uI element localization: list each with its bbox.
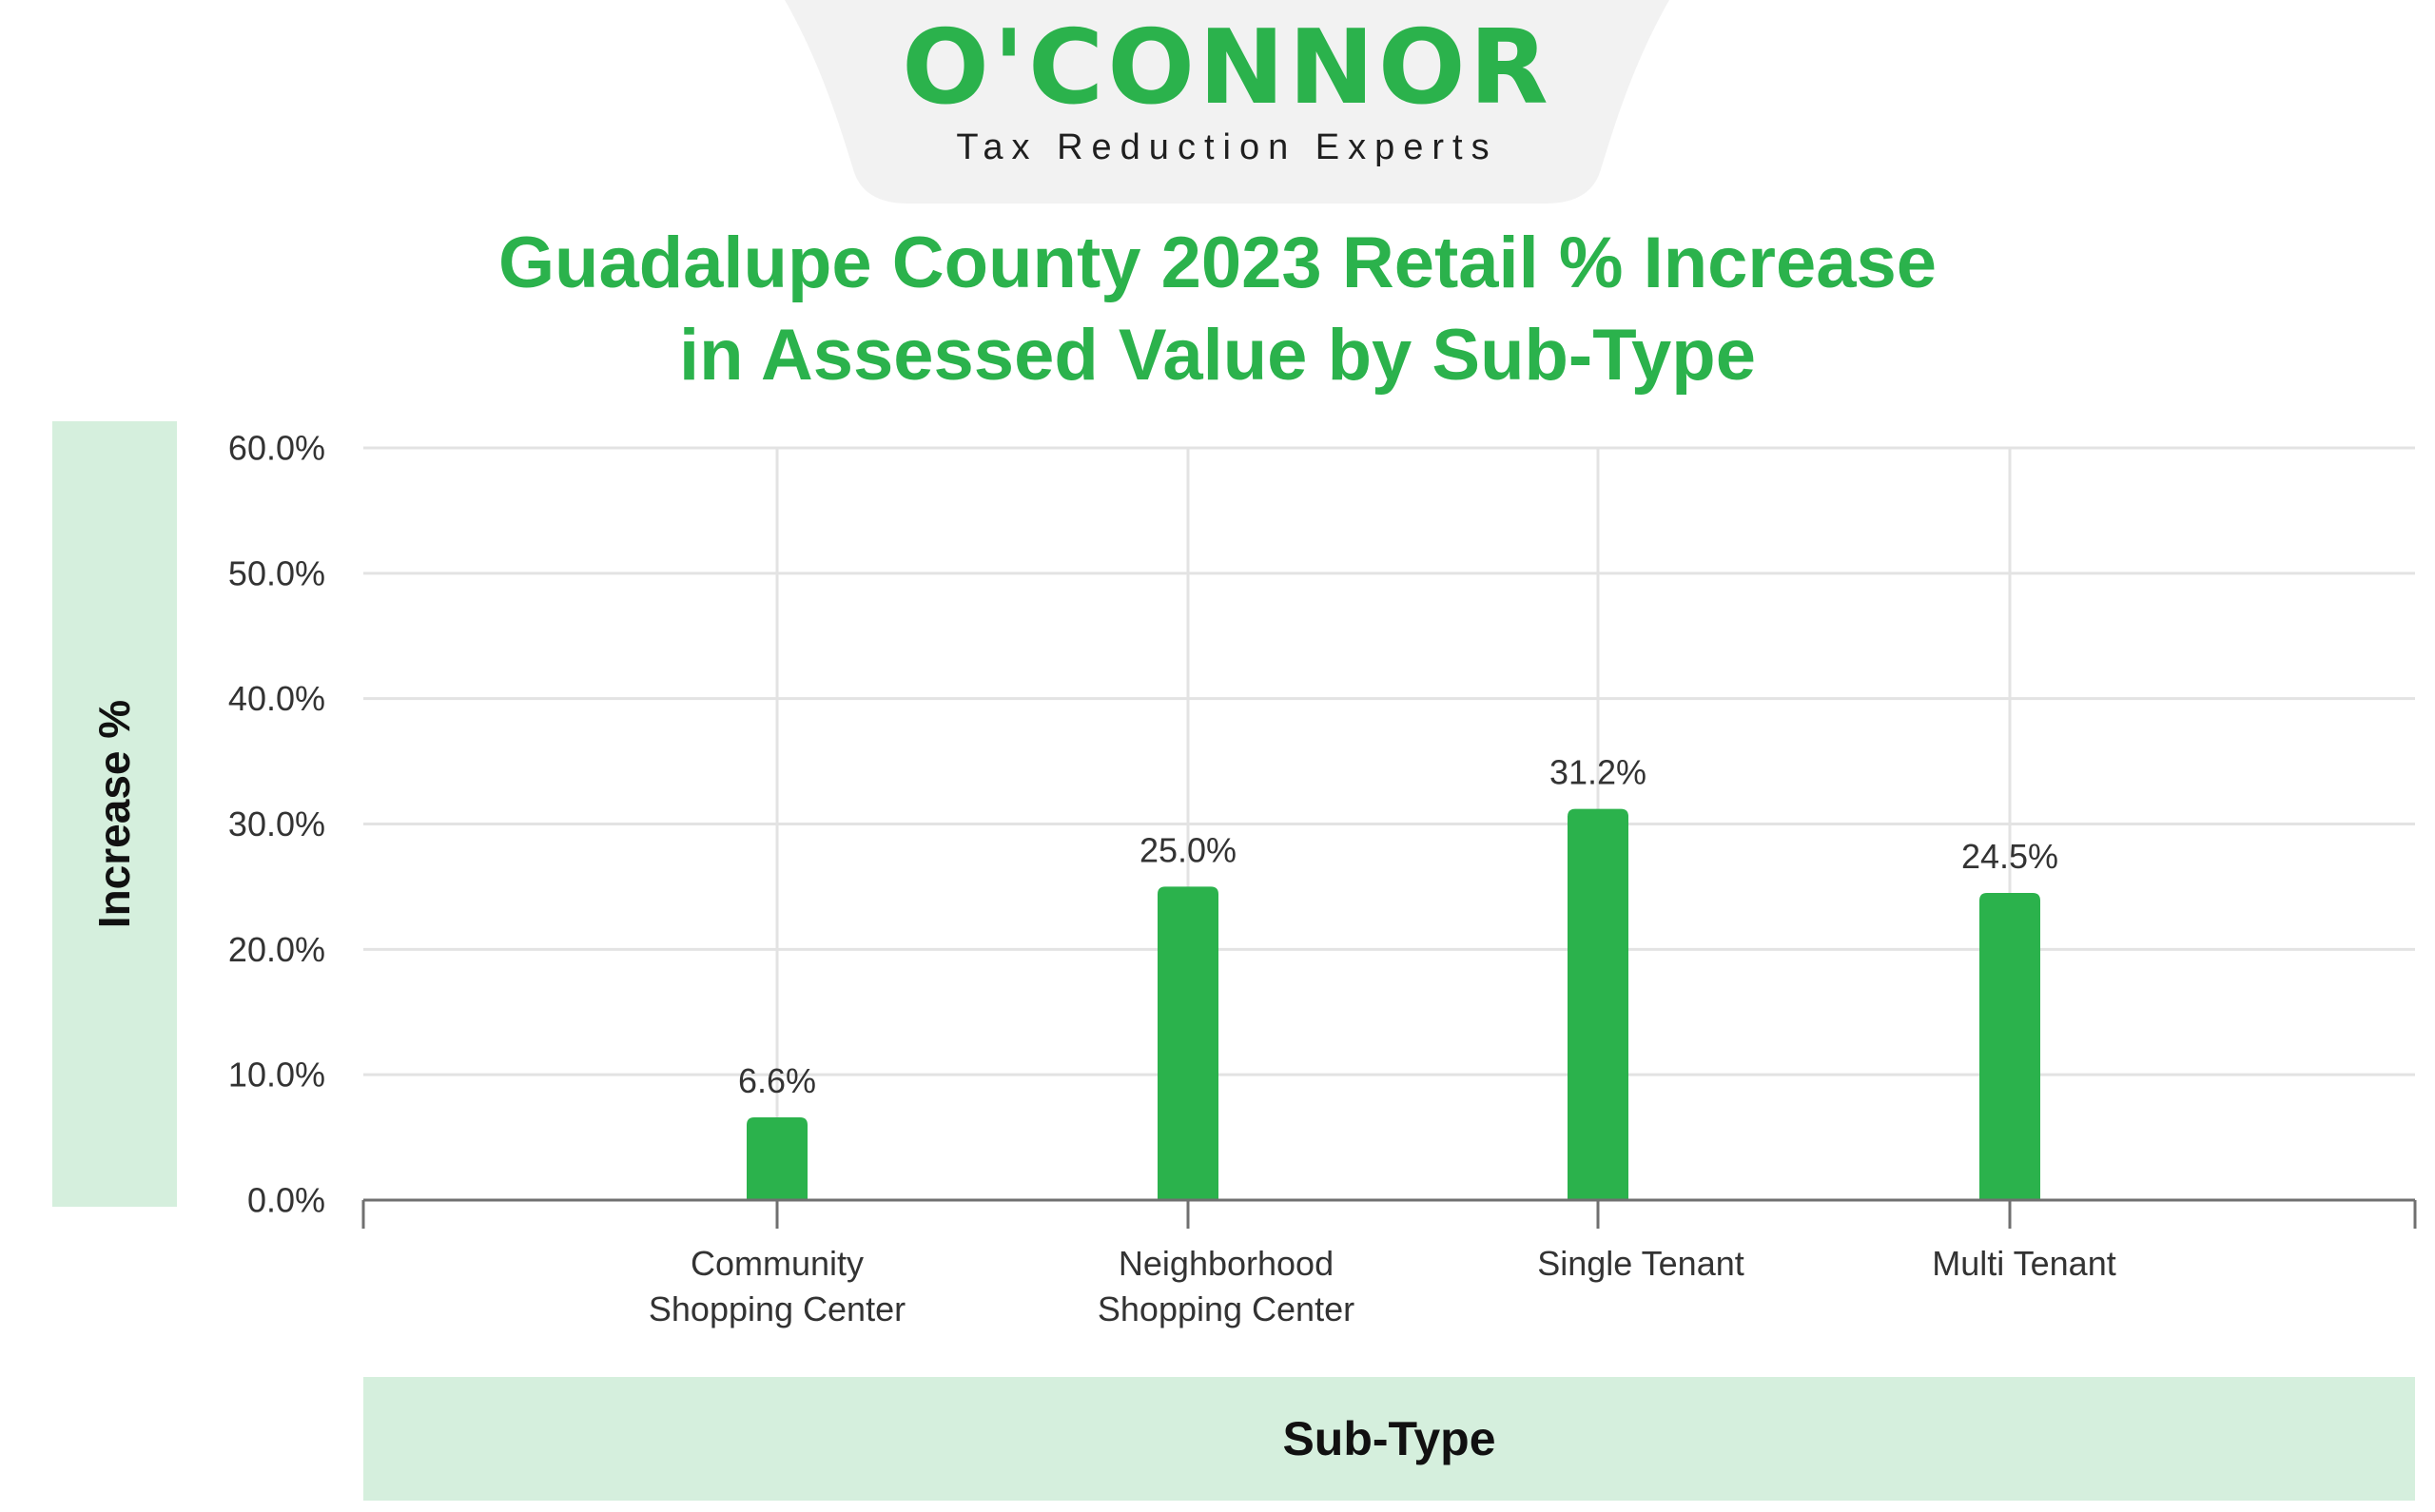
x-category-labels: Community Shopping Center Neighborhood Shop… <box>649 1244 2116 1328</box>
y-tick-labels: 0.0% 10.0% 20.0% 30.0% 40.0% 50.0% 60.0% <box>228 429 325 1220</box>
x-axis <box>361 1198 2417 1229</box>
y-tick-label: 40.0% <box>228 679 325 718</box>
y-tick-label: 10.0% <box>228 1056 325 1095</box>
y-tick-label: 30.0% <box>228 804 325 843</box>
bar <box>1158 886 1218 1200</box>
x-category-label: Multi Tenant <box>1932 1244 2115 1283</box>
chart-title-line-1: Guadalupe County 2023 Retail % Increase <box>497 223 1938 303</box>
data-labels: 6.6% 25.0% 31.2% 24.5% <box>738 753 2058 1100</box>
y-axis-label-band <box>52 421 177 1207</box>
chart-title: Guadalupe County 2023 Retail % Increase … <box>285 217 2150 401</box>
chart-title-line-2: in Assessed Value by Sub-Type <box>679 315 1756 396</box>
logo-background-tab <box>785 0 1669 204</box>
data-label: 6.6% <box>738 1061 816 1100</box>
y-tick-label: 60.0% <box>228 429 325 468</box>
horizontal-gridlines <box>363 446 2415 1076</box>
y-tick-label: 50.0% <box>228 553 325 592</box>
data-label: 24.5% <box>1961 837 2058 876</box>
bar <box>1979 893 2040 1200</box>
data-label: 31.2% <box>1549 753 1646 792</box>
brand-logo: O'CONNOR <box>902 9 1552 127</box>
x-axis-label: Sub-Type <box>1282 1412 1496 1465</box>
data-label: 25.0% <box>1140 830 1237 869</box>
x-axis-label-band: Sub-Type <box>363 1377 2415 1501</box>
brand-tagline: Tax Reduction Experts <box>956 127 1498 167</box>
x-category-label: Neighborhood Shopping Center <box>1098 1244 1354 1328</box>
bar <box>747 1116 808 1200</box>
x-category-label: Community Shopping Center <box>649 1244 906 1328</box>
y-tick-label: 0.0% <box>247 1181 325 1220</box>
bar-series <box>747 808 2040 1200</box>
y-tick-label: 20.0% <box>228 930 325 969</box>
x-category-label: Single Tenant <box>1537 1244 1744 1283</box>
bar <box>1568 808 1628 1200</box>
